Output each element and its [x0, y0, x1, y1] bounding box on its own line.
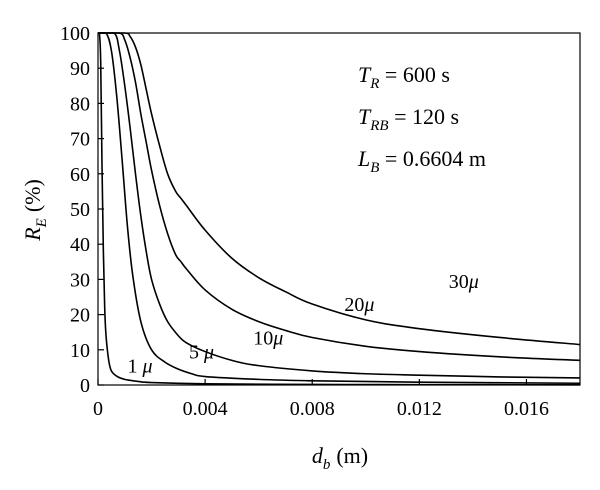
y-tick-label: 100 — [60, 23, 90, 45]
plot-frame — [97, 32, 581, 386]
y-tick-label: 60 — [70, 164, 90, 186]
y-axis-ticks: 0 10 20 30 40 50 60 70 80 90 100 — [60, 23, 104, 397]
y-tick-label: 20 — [70, 305, 90, 327]
y-axis-title-symbol: R — [20, 227, 45, 242]
series-label-unit: μ — [468, 271, 479, 293]
y-axis-title-subscript: E — [34, 218, 50, 228]
y-axis-title: RE (%) — [20, 179, 50, 242]
param-trb-symbol: T — [358, 104, 372, 129]
series-line — [98, 32, 581, 386]
series-line — [98, 32, 581, 362]
x-axis-title: db (m) — [312, 443, 368, 473]
series-label: 20μ — [344, 294, 374, 316]
param-tr-symbol: T — [358, 62, 372, 87]
x-tick-label: 0.004 — [183, 398, 228, 420]
series-label-value: 10 — [253, 328, 273, 350]
y-tick-label: 80 — [70, 93, 90, 115]
series-lines — [98, 32, 581, 386]
param-trb-value: = 120 s — [389, 104, 459, 129]
series-label: 5 μ — [189, 342, 214, 364]
x-axis-ticks: 0 0.004 0.008 0.012 0.016 — [93, 379, 549, 420]
series-label-unit: μ — [363, 294, 374, 316]
series-line — [98, 32, 581, 385]
series-label-value: 5 — [189, 342, 204, 364]
x-tick-label: 0.012 — [397, 398, 442, 420]
y-axis-title-unit: (%) — [20, 179, 45, 212]
param-tr-value: = 600 s — [379, 62, 449, 87]
series-label: 10μ — [253, 328, 283, 350]
param-lb-symbol: L — [357, 146, 370, 171]
series-label-value: 1 — [127, 356, 142, 378]
x-axis-title-unit: (m) — [336, 443, 368, 468]
series-label-unit: μ — [272, 328, 283, 350]
x-tick-label: 0 — [93, 398, 103, 420]
param-trb: TRB = 120 s — [358, 104, 459, 134]
x-axis-title-subscript: b — [323, 457, 331, 473]
param-tr-subscript: R — [369, 76, 379, 92]
param-trb-subscript: RB — [369, 118, 388, 134]
y-tick-label: 50 — [70, 199, 90, 221]
param-lb-value: = 0.6604 m — [379, 146, 486, 171]
x-axis-title-symbol: d — [312, 443, 324, 468]
series-label: 30μ — [449, 271, 479, 293]
series-line — [98, 32, 581, 346]
series-label-unit: μ — [203, 342, 214, 364]
param-lb-subscript: B — [370, 160, 379, 176]
y-tick-label: 40 — [70, 234, 90, 256]
y-tick-label: 0 — [80, 375, 90, 397]
y-tick-label: 90 — [70, 58, 90, 80]
param-lb: LB = 0.6604 m — [357, 146, 486, 176]
series-label: 1 μ — [127, 356, 152, 378]
series-line — [98, 32, 581, 379]
series-label-value: 20 — [344, 294, 364, 316]
x-tick-label: 0.016 — [504, 398, 549, 420]
series-label-value: 30 — [449, 271, 469, 293]
y-tick-label: 70 — [70, 129, 90, 151]
x-tick-label: 0.008 — [290, 398, 335, 420]
series-label-unit: μ — [141, 356, 152, 378]
y-tick-label: 10 — [70, 340, 90, 362]
param-tr: TR = 600 s — [358, 62, 450, 92]
y-tick-label: 30 — [70, 269, 90, 291]
